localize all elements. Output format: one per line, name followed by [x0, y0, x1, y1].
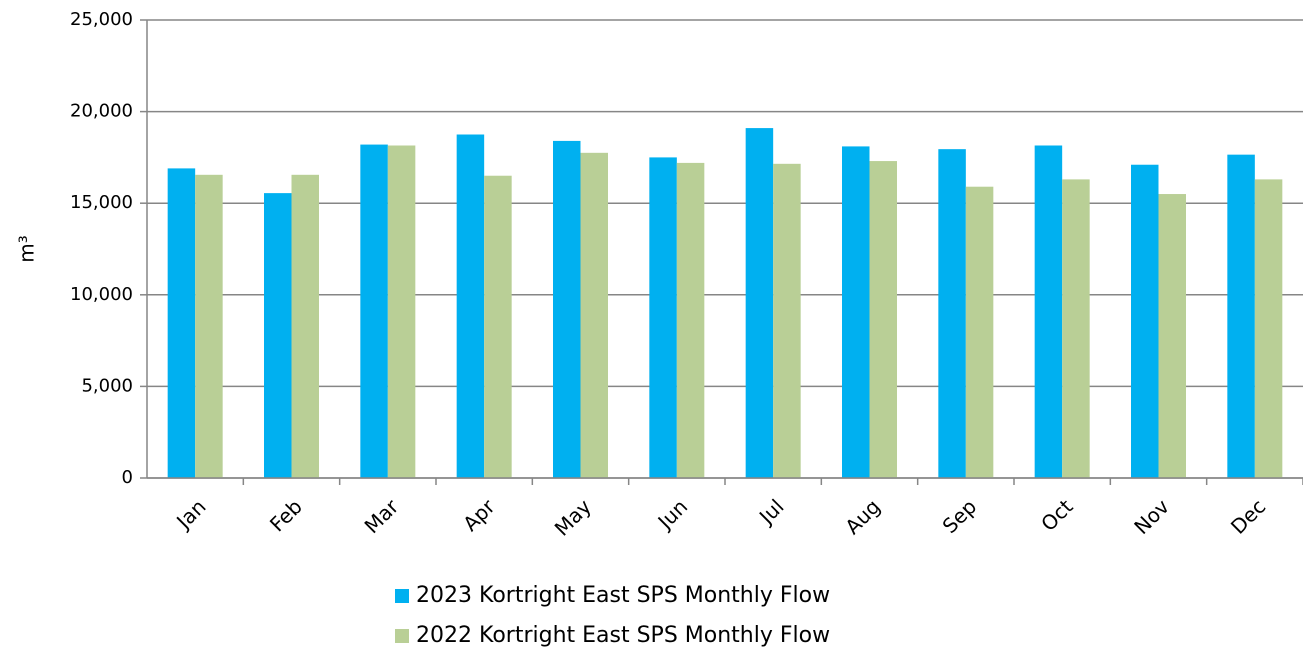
- x-tick-label: Mar: [360, 494, 404, 538]
- x-tick-label: Dec: [1226, 494, 1270, 538]
- x-tick-label: Jul: [753, 494, 788, 529]
- x-tick-label: May: [550, 494, 596, 540]
- bar: [1131, 164, 1159, 478]
- bar: [167, 168, 196, 478]
- bar: [965, 186, 994, 478]
- x-tick-label: Jun: [652, 494, 692, 534]
- bar: [1254, 179, 1283, 478]
- bar: [195, 174, 223, 478]
- bar: [649, 157, 677, 478]
- x-tick-label: Jan: [170, 494, 210, 534]
- bar: [938, 149, 966, 478]
- bar: [484, 175, 512, 478]
- bar: [264, 193, 292, 478]
- legend-label: 2022 Kortright East SPS Monthly Flow: [416, 623, 830, 648]
- bar: [387, 145, 416, 478]
- bar: [1227, 154, 1255, 479]
- bar: [1034, 145, 1063, 478]
- legend-swatch: [395, 589, 409, 603]
- legend-swatch: [395, 629, 409, 643]
- bar: [842, 146, 870, 478]
- y-axis-label: m³: [15, 235, 39, 263]
- legend-label: 2023 Kortright East SPS Monthly Flow: [416, 583, 830, 608]
- bar: [869, 161, 897, 478]
- bar: [773, 163, 801, 478]
- bar: [1158, 194, 1186, 479]
- y-tick-label: 15,000: [70, 192, 133, 213]
- bar: [291, 174, 319, 478]
- y-tick-label: 0: [122, 467, 133, 488]
- bar: [360, 144, 388, 479]
- y-tick-label: 25,000: [70, 9, 133, 30]
- y-tick-label: 10,000: [70, 284, 133, 305]
- x-tick-label: Aug: [840, 494, 885, 539]
- x-tick-label: Sep: [938, 494, 982, 538]
- x-tick-label: Nov: [1129, 494, 1174, 539]
- x-tick-label: Apr: [458, 494, 500, 536]
- y-tick-label: 5,000: [81, 375, 133, 396]
- bar: [745, 128, 774, 478]
- y-tick-label: 20,000: [70, 101, 133, 122]
- bar: [456, 134, 485, 478]
- x-tick-label: Oct: [1036, 494, 1078, 536]
- bar: [580, 152, 608, 478]
- x-tick-label: Feb: [265, 494, 307, 536]
- bar: [676, 162, 705, 478]
- bar: [1062, 179, 1090, 478]
- bar: [553, 140, 581, 479]
